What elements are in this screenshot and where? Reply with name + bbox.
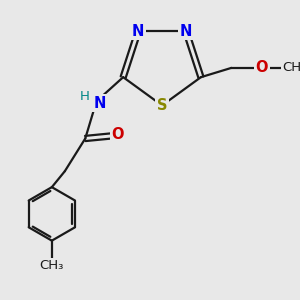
Text: N: N [132,24,144,39]
Text: CH₃: CH₃ [40,259,64,272]
Text: O: O [111,127,124,142]
Text: S: S [157,98,167,113]
Text: CH₃: CH₃ [282,61,300,74]
Text: H: H [80,90,89,104]
Text: N: N [94,96,106,111]
Text: N: N [180,24,192,39]
Text: O: O [256,60,268,75]
